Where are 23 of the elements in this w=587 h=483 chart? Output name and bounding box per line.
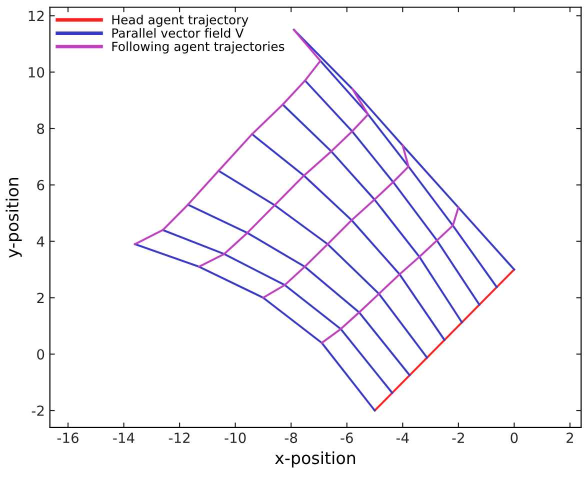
x-tick-label: -6	[340, 432, 353, 444]
y-tick-label: -2	[32, 406, 44, 416]
y-tick-label: 8	[37, 123, 44, 134]
x-tick-label: -2	[452, 432, 464, 443]
x-tick-label: -16	[57, 432, 78, 444]
legend-label: Following agent trajectories	[112, 41, 284, 54]
x-tick-label: -12	[168, 432, 190, 443]
x-tick-label: 0	[510, 432, 518, 444]
legend-label: Parallel vector field V	[112, 28, 244, 38]
y-tick-label: 12	[28, 10, 44, 21]
y-tick-label: 10	[28, 67, 44, 78]
x-tick-label: -4	[396, 432, 409, 443]
y-tick-label: 2	[37, 292, 44, 303]
legend-label: Head agent trajectory	[112, 14, 248, 27]
y-tick-label: 0	[37, 349, 44, 360]
x-tick-label: -14	[113, 432, 134, 443]
y-tick-label: 6	[37, 180, 44, 190]
x-tick-label: -10	[224, 432, 246, 444]
x-axis-title: x-position	[275, 451, 356, 468]
x-tick-label: 2	[566, 432, 574, 443]
y-tick-label: 4	[36, 236, 44, 247]
x-tick-label: -8	[284, 432, 298, 444]
y-axis-title: y-position	[6, 178, 22, 258]
